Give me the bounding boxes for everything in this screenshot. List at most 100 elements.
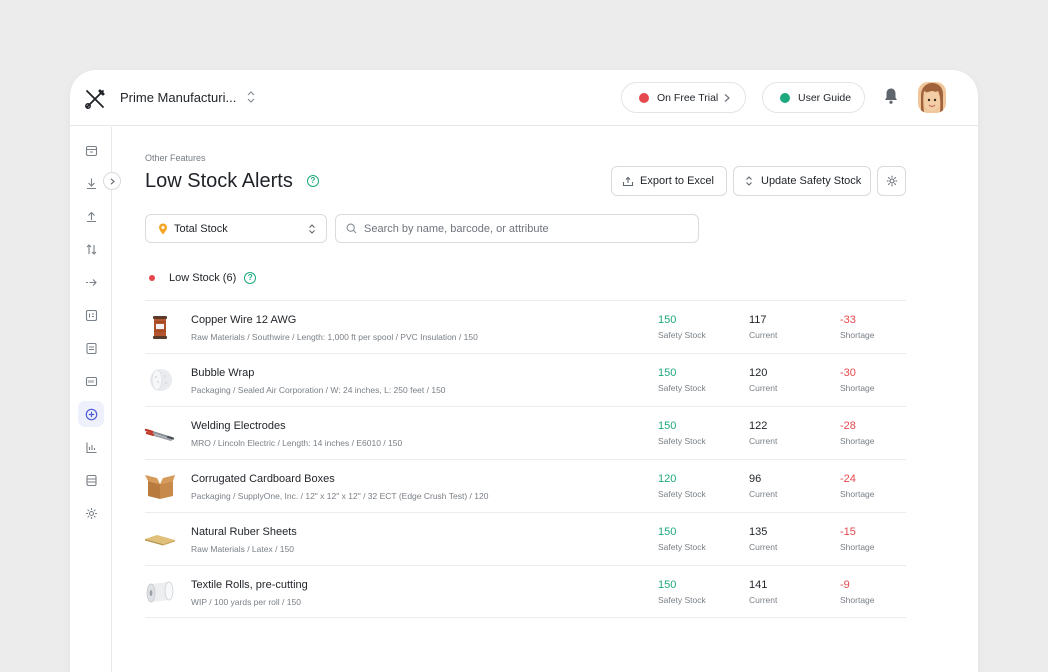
current-metric: 135 Current bbox=[749, 526, 777, 552]
safety-stock-metric: 150 Safety Stock bbox=[658, 579, 706, 605]
current-value: 96 bbox=[749, 473, 762, 485]
barcode-icon[interactable] bbox=[78, 368, 104, 394]
adjust-icon[interactable] bbox=[78, 236, 104, 262]
safety-value: 120 bbox=[658, 473, 677, 485]
electrodes-icon bbox=[145, 428, 175, 441]
current-label: Current bbox=[749, 489, 778, 499]
avatar[interactable] bbox=[918, 82, 946, 113]
shortage-label: Shortage bbox=[840, 595, 875, 605]
breadcrumb[interactable]: Other Features bbox=[145, 153, 206, 163]
settings-icon[interactable] bbox=[78, 500, 104, 526]
item-name: Welding Electrodes bbox=[191, 420, 286, 432]
current-value: 141 bbox=[749, 579, 768, 591]
safety-stock-metric: 120 Safety Stock bbox=[658, 473, 706, 499]
list-item[interactable]: Welding Electrodes MRO / Lincoln Electri… bbox=[145, 406, 906, 459]
document-icon[interactable] bbox=[78, 335, 104, 361]
item-description: Raw Materials / Southwire / Length: 1,00… bbox=[191, 332, 478, 342]
shortage-metric: -28 Shortage bbox=[840, 420, 875, 446]
shortage-value: -15 bbox=[840, 526, 856, 538]
safety-stock-metric: 150 Safety Stock bbox=[658, 367, 706, 393]
section-help-icon[interactable]: ? bbox=[244, 272, 257, 284]
rubber-sheet-icon bbox=[145, 535, 175, 546]
user-guide-button[interactable]: User Guide bbox=[762, 82, 865, 113]
safety-stock-metric: 150 Safety Stock bbox=[658, 314, 706, 340]
database-icon[interactable] bbox=[78, 467, 104, 493]
safety-label: Safety Stock bbox=[658, 489, 706, 499]
shortage-label: Shortage bbox=[840, 383, 875, 393]
count-icon[interactable] bbox=[78, 302, 104, 328]
shortage-value: -33 bbox=[840, 314, 856, 326]
safety-label: Safety Stock bbox=[658, 595, 706, 605]
top-bar: Prime Manufacturi... On Free Trial User … bbox=[70, 70, 978, 126]
list-item[interactable]: Copper Wire 12 AWG Raw Materials / South… bbox=[145, 300, 906, 353]
free-trial-label: On Free Trial bbox=[657, 91, 719, 104]
shortage-label: Shortage bbox=[840, 542, 875, 552]
shortage-metric: -33 Shortage bbox=[840, 314, 875, 340]
current-label: Current bbox=[749, 595, 778, 605]
current-label: Current bbox=[749, 436, 778, 446]
tools-logo-icon[interactable] bbox=[84, 88, 106, 110]
status-dot bbox=[149, 275, 155, 281]
chevron-right-icon bbox=[110, 177, 115, 185]
current-metric: 122 Current bbox=[749, 420, 777, 446]
stock-in-icon[interactable] bbox=[78, 170, 104, 196]
current-metric: 141 Current bbox=[749, 579, 777, 605]
location-pin-icon bbox=[159, 223, 167, 234]
export-excel-button[interactable]: Export to Excel bbox=[611, 166, 727, 196]
item-name: Corrugated Cardboard Boxes bbox=[191, 473, 335, 485]
copper-spool-icon bbox=[153, 316, 167, 339]
safety-stock-metric: 150 Safety Stock bbox=[658, 420, 706, 446]
shortage-label: Shortage bbox=[840, 489, 875, 499]
list-item[interactable]: Textile Rolls, pre-cutting WIP / 100 yar… bbox=[145, 565, 906, 618]
list-item[interactable]: Bubble Wrap Packaging / Sealed Air Corpo… bbox=[145, 353, 906, 406]
title-help-icon[interactable]: ? bbox=[307, 175, 319, 187]
current-metric: 96 Current bbox=[749, 473, 777, 499]
shortage-metric: -30 Shortage bbox=[840, 367, 875, 393]
sort-arrows-icon bbox=[746, 176, 752, 186]
safety-value: 150 bbox=[658, 314, 677, 326]
stock-type-value: Total Stock bbox=[174, 222, 228, 235]
expand-sidebar-button[interactable] bbox=[103, 172, 121, 190]
current-metric: 117 Current bbox=[749, 314, 777, 340]
shortage-value: -24 bbox=[840, 473, 856, 485]
shortage-value: -30 bbox=[840, 367, 856, 379]
shortage-label: Shortage bbox=[840, 330, 875, 340]
user-guide-label: User Guide bbox=[798, 91, 852, 104]
free-trial-button[interactable]: On Free Trial bbox=[621, 82, 746, 113]
help-icon bbox=[780, 92, 790, 103]
item-description: Raw Materials / Latex / 150 bbox=[191, 544, 294, 554]
search-box[interactable] bbox=[335, 214, 699, 243]
list-item[interactable]: Corrugated Cardboard Boxes Packaging / S… bbox=[145, 459, 906, 512]
safety-value: 150 bbox=[658, 420, 677, 432]
sidebar bbox=[70, 127, 112, 672]
reports-icon[interactable] bbox=[78, 434, 104, 460]
low-stock-alerts-icon[interactable] bbox=[78, 401, 104, 427]
search-icon bbox=[346, 223, 357, 234]
item-name: Natural Ruber Sheets bbox=[191, 526, 297, 538]
stock-type-select[interactable]: Total Stock bbox=[145, 214, 327, 243]
bell-icon[interactable] bbox=[883, 87, 899, 105]
page-settings-button[interactable] bbox=[877, 166, 906, 196]
search-input[interactable] bbox=[364, 222, 684, 235]
update-safety-stock-button[interactable]: Update Safety Stock bbox=[733, 166, 871, 196]
stock-out-icon[interactable] bbox=[78, 203, 104, 229]
cardboard-box-icon bbox=[145, 475, 175, 499]
item-name: Textile Rolls, pre-cutting bbox=[191, 579, 308, 591]
chevron-right-icon bbox=[724, 94, 730, 102]
export-icon bbox=[622, 176, 634, 187]
item-description: MRO / Lincoln Electric / Length: 14 inch… bbox=[191, 438, 403, 448]
safety-value: 150 bbox=[658, 579, 677, 591]
current-label: Current bbox=[749, 330, 778, 340]
shortage-metric: -9 Shortage bbox=[840, 579, 875, 605]
low-stock-list: Copper Wire 12 AWG Raw Materials / South… bbox=[145, 300, 906, 618]
move-icon[interactable] bbox=[78, 269, 104, 295]
safety-label: Safety Stock bbox=[658, 383, 706, 393]
current-value: 120 bbox=[749, 367, 768, 379]
textile-roll-icon bbox=[146, 581, 174, 603]
org-switch-icon[interactable] bbox=[246, 90, 256, 104]
org-name[interactable]: Prime Manufacturi... bbox=[120, 90, 237, 105]
inventory-icon[interactable] bbox=[78, 137, 104, 163]
list-item[interactable]: Natural Ruber Sheets Raw Materials / Lat… bbox=[145, 512, 906, 565]
current-value: 117 bbox=[749, 314, 767, 326]
shortage-label: Shortage bbox=[840, 436, 875, 446]
